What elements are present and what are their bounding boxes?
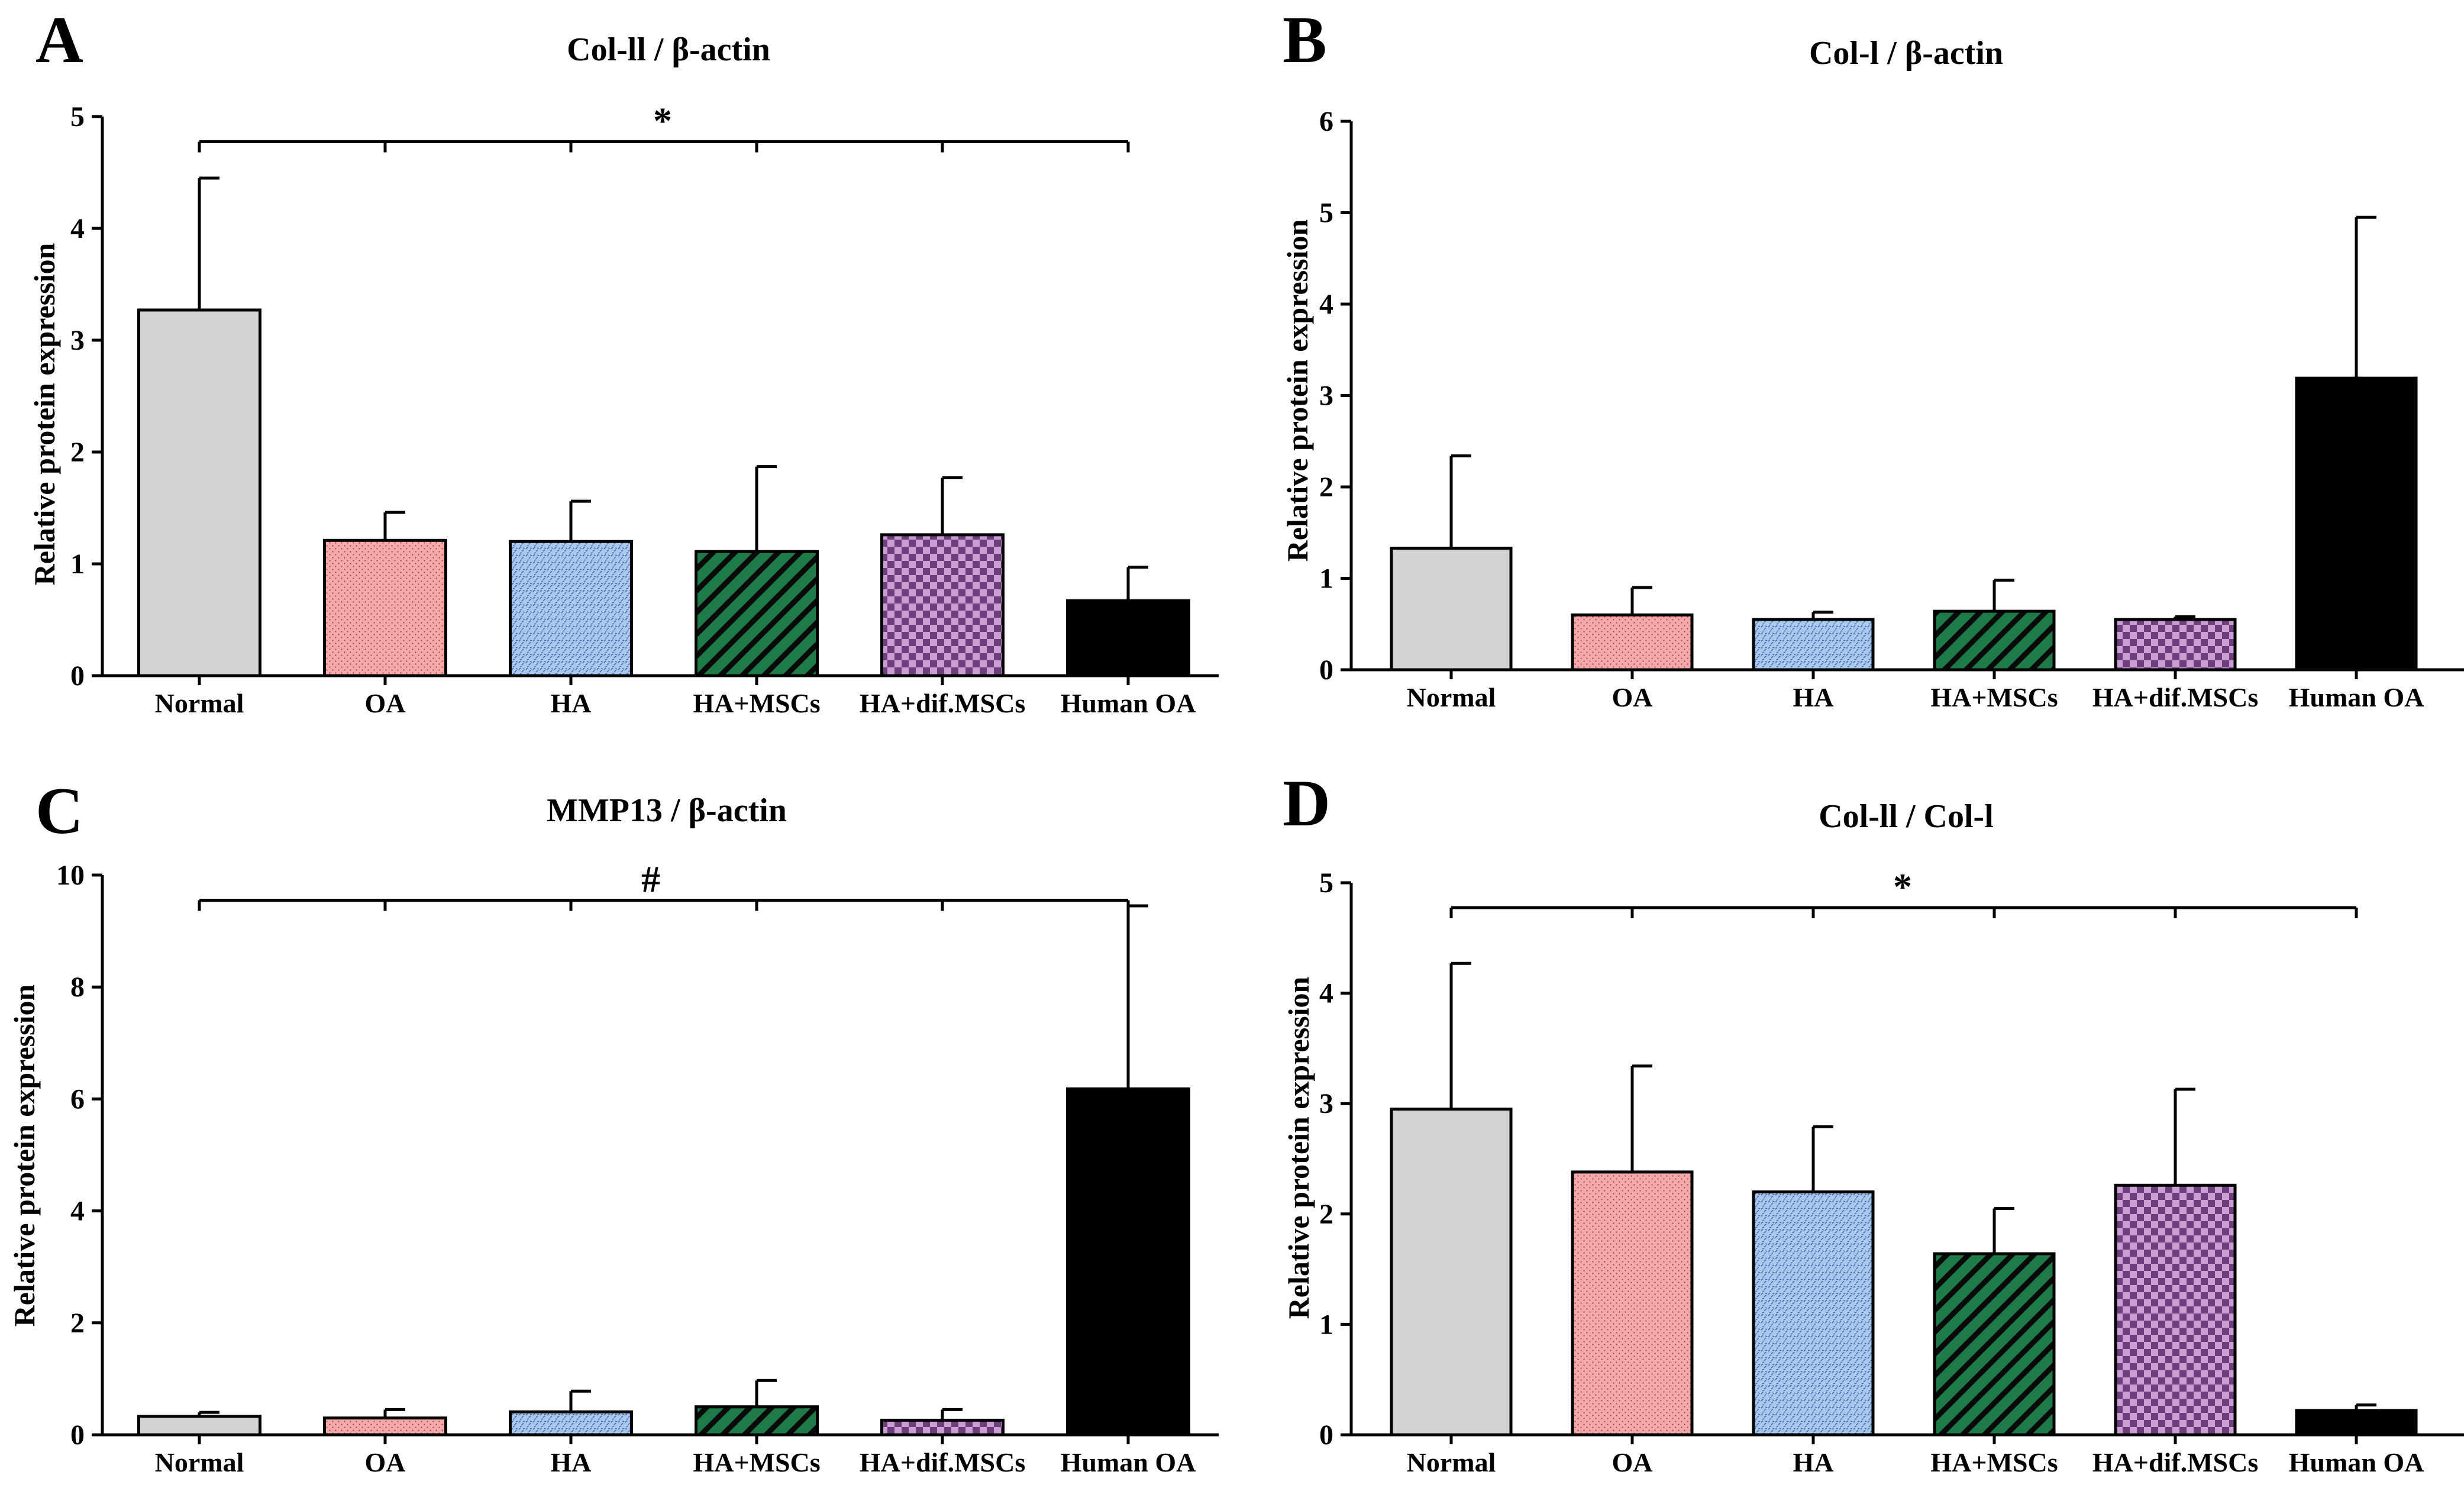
- x-tick-label-normal: Normal: [1407, 682, 1496, 712]
- y-tick-label: 2: [1319, 1199, 1333, 1230]
- plot-area-d: 0 1 2 3 4 5 Normal OA HA HA+MSCs HA+dif.MSCs Human …: [1319, 866, 2464, 1477]
- y-tick-label: 3: [1319, 1088, 1333, 1119]
- bar-normal: [1390, 547, 1513, 672]
- x-tick-label-ha-dif-mscs: HA+dif.MSCs: [860, 1447, 1026, 1477]
- bar-oa: [1571, 1170, 1694, 1437]
- bar-ha-mscs: [1933, 609, 2056, 672]
- x-tick-label-oa: OA: [365, 688, 406, 718]
- bar-ha: [509, 1410, 633, 1437]
- y-tick-label: 5: [70, 101, 85, 133]
- y-tick-label: 5: [1319, 198, 1333, 229]
- bar-oa: [323, 1416, 447, 1437]
- panel-title-b: Col-l / β-actin: [1809, 35, 2003, 72]
- bar-ha-mscs: [695, 550, 819, 677]
- y-tick-label: 4: [1319, 978, 1333, 1009]
- bar-oa: [323, 538, 447, 677]
- x-tick-label-ha: HA: [551, 688, 592, 718]
- panel-letter-d: D: [1283, 767, 1331, 840]
- y-tick-label: 10: [56, 860, 85, 891]
- y-tick-label: 2: [1319, 472, 1333, 503]
- bar-ha-mscs: [1933, 1252, 2056, 1437]
- x-tick-label-oa: OA: [365, 1447, 406, 1477]
- x-tick-label-human-oa: Human OA: [2289, 682, 2424, 712]
- bar-ha: [1752, 1190, 1875, 1437]
- y-tick-label: 3: [1319, 380, 1333, 412]
- panel-letter-a: A: [35, 4, 83, 77]
- y-tick-label: 6: [70, 1083, 85, 1115]
- bar-ha: [1752, 618, 1875, 672]
- y-tick-label: 8: [70, 972, 85, 1003]
- y-tick-label: 3: [70, 325, 85, 356]
- y-tick-label: 1: [1319, 1309, 1333, 1340]
- bar-ha-dif-mscs: [2114, 618, 2237, 672]
- y-tick-label: 4: [1319, 289, 1333, 320]
- y-tick-label: 2: [70, 437, 85, 468]
- bar-normal: [1390, 1108, 1513, 1437]
- significance-symbol: *: [653, 100, 672, 142]
- y-tick-label: 0: [1319, 1419, 1333, 1451]
- bar-oa: [1571, 613, 1694, 672]
- panel-title-c: MMP13 / β-actin: [547, 792, 787, 829]
- y-tick-label: 1: [70, 548, 85, 580]
- x-tick-label-ha-mscs: HA+MSCs: [1930, 682, 2058, 712]
- plot-area-c: 0 2 4 6 8 10 Normal OA HA HA+MSCs HA+dif.MSCs Human…: [56, 859, 1219, 1477]
- x-tick-label-ha: HA: [1793, 682, 1834, 712]
- y-axis-label-c: Relative protein expression: [8, 984, 41, 1327]
- bar-normal: [137, 1415, 261, 1437]
- y-tick-label: 6: [1319, 106, 1333, 137]
- x-tick-label-ha-mscs: HA+MSCs: [693, 688, 820, 718]
- significance-symbol: *: [1893, 866, 1912, 908]
- panel-letter-c: C: [35, 774, 83, 848]
- bar-ha-mscs: [695, 1405, 819, 1437]
- panel-title-a: Col-ll / β-actin: [567, 31, 770, 68]
- bar-ha-dif-mscs: [2114, 1183, 2237, 1437]
- y-axis-label-a: Relative protein expression: [28, 243, 61, 585]
- bar-ha-dif-mscs: [880, 1418, 1005, 1437]
- x-tick-label-ha-mscs: HA+MSCs: [1930, 1447, 2058, 1477]
- panel-title-d: Col-ll / Col-l: [1819, 798, 1994, 835]
- bar-ha: [509, 540, 633, 677]
- x-tick-label-human-oa: Human OA: [2289, 1447, 2424, 1477]
- y-axis-label-b: Relative protein expression: [1281, 219, 1314, 561]
- panel-a: A Col-ll / β-actin Relative protein expr…: [28, 4, 1219, 718]
- x-tick-label-human-oa: Human OA: [1061, 1447, 1196, 1477]
- y-tick-label: 0: [1319, 654, 1333, 686]
- panel-d: D Col-ll / Col-l Relative protein expres…: [1282, 767, 2464, 1477]
- y-tick-label: 0: [70, 1419, 85, 1451]
- x-tick-label-ha-dif-mscs: HA+dif.MSCs: [860, 688, 1026, 718]
- plot-area-b: 0 1 2 3 4 5 6 Normal OA HA HA+MSCs HA+dif.MSCs Human…: [1319, 106, 2464, 712]
- x-tick-label-ha: HA: [1793, 1447, 1834, 1477]
- bar-human-oa: [2295, 1409, 2418, 1437]
- y-tick-label: 0: [70, 660, 85, 692]
- plot-area-a: 0 1 2 3 4 5 Normal OA HA HA+MSCs HA+dif.MSCs Human …: [70, 100, 1219, 718]
- panel-b: B Col-l / β-actin Relative protein expre…: [1281, 4, 2464, 712]
- bar-human-oa: [1066, 1087, 1190, 1437]
- bar-human-oa: [1066, 599, 1190, 677]
- y-axis-label-d: Relative protein expression: [1282, 976, 1315, 1319]
- y-tick-label: 4: [70, 1196, 85, 1227]
- x-tick-label-ha-dif-mscs: HA+dif.MSCs: [2092, 682, 2259, 712]
- panel-letter-b: B: [1283, 4, 1327, 77]
- x-tick-label-ha-mscs: HA+MSCs: [693, 1447, 820, 1477]
- y-tick-label: 1: [1319, 563, 1333, 595]
- significance-symbol: #: [641, 859, 660, 901]
- bar-human-oa: [2295, 376, 2418, 672]
- x-tick-label-normal: Normal: [155, 688, 244, 718]
- y-tick-label: 4: [70, 213, 85, 244]
- x-tick-label-ha: HA: [551, 1447, 592, 1477]
- x-tick-label-oa: OA: [1612, 1447, 1653, 1477]
- x-tick-label-oa: OA: [1612, 682, 1653, 712]
- bar-ha-dif-mscs: [880, 533, 1005, 677]
- x-tick-label-human-oa: Human OA: [1061, 688, 1196, 718]
- x-tick-label-ha-dif-mscs: HA+dif.MSCs: [2092, 1447, 2259, 1477]
- panel-c: C MMP13 / β-actin Relative protein expre…: [8, 774, 1219, 1477]
- y-tick-label: 2: [70, 1308, 85, 1339]
- bar-normal: [137, 308, 261, 677]
- x-tick-label-normal: Normal: [155, 1447, 244, 1477]
- y-tick-label: 5: [1319, 867, 1333, 899]
- x-tick-label-normal: Normal: [1407, 1447, 1496, 1477]
